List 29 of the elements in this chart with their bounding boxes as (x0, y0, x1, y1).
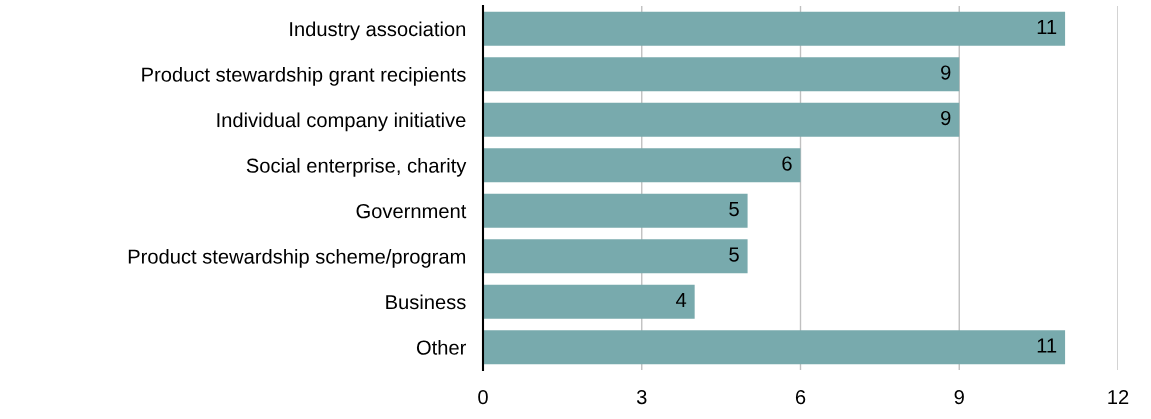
y-tick-label: Industry association (290, 21, 466, 41)
bar (483, 148, 801, 183)
x-tick-label: 9 (954, 389, 964, 405)
x-tick-label: 6 (795, 389, 806, 405)
bar (483, 330, 1066, 365)
y-tick-label: Other (416, 339, 466, 355)
x-tick-label: 0 (478, 389, 488, 405)
data-label: 5 (729, 202, 739, 217)
x-tick-label: 12 (1108, 389, 1129, 405)
data-label: 5 (729, 247, 739, 262)
y-tick-label: Product stewardship scheme/program (128, 248, 466, 268)
data-label: 6 (782, 156, 792, 171)
y-tick-label: Individual company initiative (217, 112, 466, 132)
bar (483, 57, 960, 92)
data-label: 11 (1037, 20, 1057, 34)
bar (483, 193, 748, 228)
y-tick-label: Government (356, 203, 467, 219)
data-label: 9 (941, 65, 951, 80)
bar (483, 102, 960, 137)
data-label: 4 (675, 293, 687, 307)
y-tick-label: Product stewardship grant recipients (142, 66, 466, 86)
y-tick-label: Business (386, 294, 466, 310)
bar (483, 11, 1066, 46)
x-tick-label: 3 (636, 389, 647, 405)
y-tick-label: Social enterprise, charity (246, 157, 467, 177)
data-label: 11 (1037, 338, 1057, 353)
data-label: 9 (941, 110, 951, 126)
bar (483, 239, 748, 274)
bar (483, 284, 695, 319)
